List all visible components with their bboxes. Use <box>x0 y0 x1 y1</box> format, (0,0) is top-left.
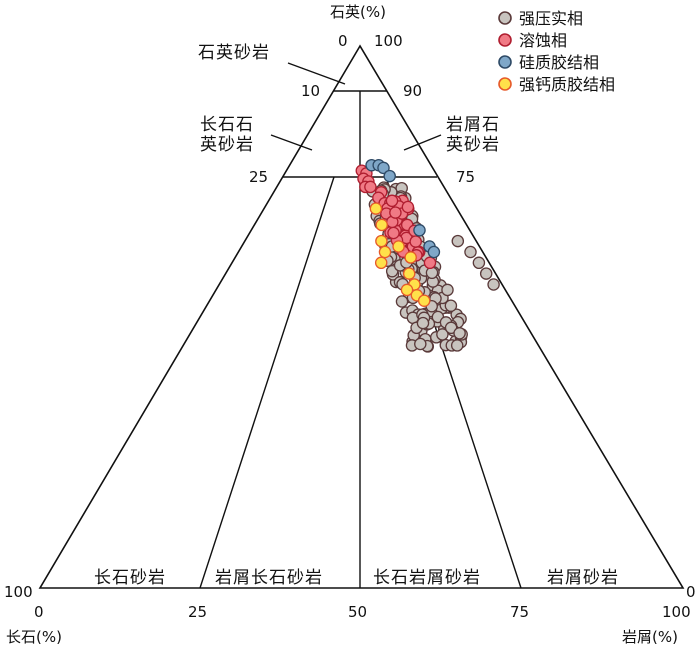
point-s4-5 <box>392 240 405 253</box>
zone-feldspathic-quartz-1: 长石石 <box>200 115 254 135</box>
zone-litharenite: 岩屑砂岩 <box>547 568 619 588</box>
zone-quartz-sandstone: 石英砂岩 <box>198 43 270 63</box>
point-s4-11 <box>417 294 431 307</box>
legend-marker-4 <box>498 77 512 91</box>
zone-lithic-quartz-2: 英砂岩 <box>446 135 500 155</box>
outer-triangle <box>38 44 685 589</box>
point-s1-156 <box>414 337 427 351</box>
point-s1-138 <box>450 339 464 352</box>
point-s2-5 <box>364 180 377 194</box>
bottom-tick-25: 25 <box>188 603 207 621</box>
zone-feldspathic-litharenite: 长石岩屑砂岩 <box>373 568 481 588</box>
zone-lithic-quartz-1: 岩屑石 <box>446 115 500 135</box>
legend-marker-3 <box>498 55 512 69</box>
leader-lithic <box>403 134 442 151</box>
zone-arkose: 长石砂岩 <box>94 568 166 588</box>
point-s2-r-16 <box>409 235 422 248</box>
point-s4-7 <box>402 267 416 280</box>
point-s3-6 <box>427 245 441 259</box>
legend-marker-1 <box>498 11 512 25</box>
point-s1-122 <box>425 266 439 280</box>
point-s4-6 <box>404 251 417 264</box>
top-right-value: 100 <box>374 32 403 50</box>
zone-lithic-arkose: 岩屑长石砂岩 <box>215 568 323 588</box>
point-s4-2 <box>375 234 388 248</box>
point-s3-2 <box>377 161 390 175</box>
point-s2-22 <box>423 256 437 270</box>
point-s1-tail-0 <box>451 234 465 248</box>
leader-quartz-sandstone <box>287 62 346 85</box>
point-s2-r-20 <box>401 200 415 214</box>
point-s1-159 <box>444 299 458 312</box>
point-s1-tail-10 <box>441 283 454 297</box>
point-s2-r-19 <box>385 194 399 208</box>
left-25-line <box>199 176 335 589</box>
point-s1-114 <box>436 328 449 341</box>
top-left-value: 0 <box>338 32 348 50</box>
bottom-tick-75: 75 <box>510 603 529 621</box>
right-apex-label: 岩屑(%) <box>622 628 678 646</box>
bottom-tick-50: 50 <box>348 603 367 621</box>
point-s2-r-21 <box>389 206 402 219</box>
tick-25-right: 75 <box>456 168 475 186</box>
point-s1-tail-9 <box>453 327 466 340</box>
tick-25-left: 25 <box>249 168 268 186</box>
leader-feldspathic <box>270 134 313 151</box>
zone-feldspathic-quartz-2: 英砂岩 <box>200 135 254 155</box>
left-apex-label: 长石(%) <box>6 628 62 646</box>
legend-label-4: 强钙质胶结相 <box>519 75 615 94</box>
legend-label-1: 强压实相 <box>519 9 583 28</box>
triangle-frame <box>38 44 685 589</box>
point-s3-3 <box>383 169 396 183</box>
tick-10-left: 10 <box>301 82 320 100</box>
legend-marker-2 <box>498 33 512 47</box>
legend-label-2: 溶蚀相 <box>519 31 567 50</box>
data-points <box>355 158 500 353</box>
point-s4-4 <box>374 256 388 270</box>
top-apex-label: 石英(%) <box>330 3 386 21</box>
legend-label-3: 硅质胶结相 <box>519 53 599 72</box>
point-s4-1 <box>375 218 388 232</box>
point-s1-tail-3 <box>479 267 493 280</box>
bottom-tick-100: 100 <box>662 603 691 621</box>
point-s1-147 <box>395 295 409 308</box>
left-value: 100 <box>4 583 33 601</box>
tick-10-right: 90 <box>403 82 422 100</box>
point-s1-tail-1 <box>464 245 477 259</box>
point-s1-146 <box>416 316 430 330</box>
point-s4-9 <box>400 283 414 297</box>
point-s1-tail-2 <box>472 256 486 270</box>
point-s1-tail-4 <box>487 278 500 291</box>
point-s2-r-17 <box>387 226 400 240</box>
point-s3-4 <box>413 224 426 237</box>
right-value: 0 <box>686 583 696 601</box>
point-s4-0 <box>369 202 383 215</box>
point-s4-3 <box>378 245 392 259</box>
bottom-tick-0: 0 <box>34 603 44 621</box>
